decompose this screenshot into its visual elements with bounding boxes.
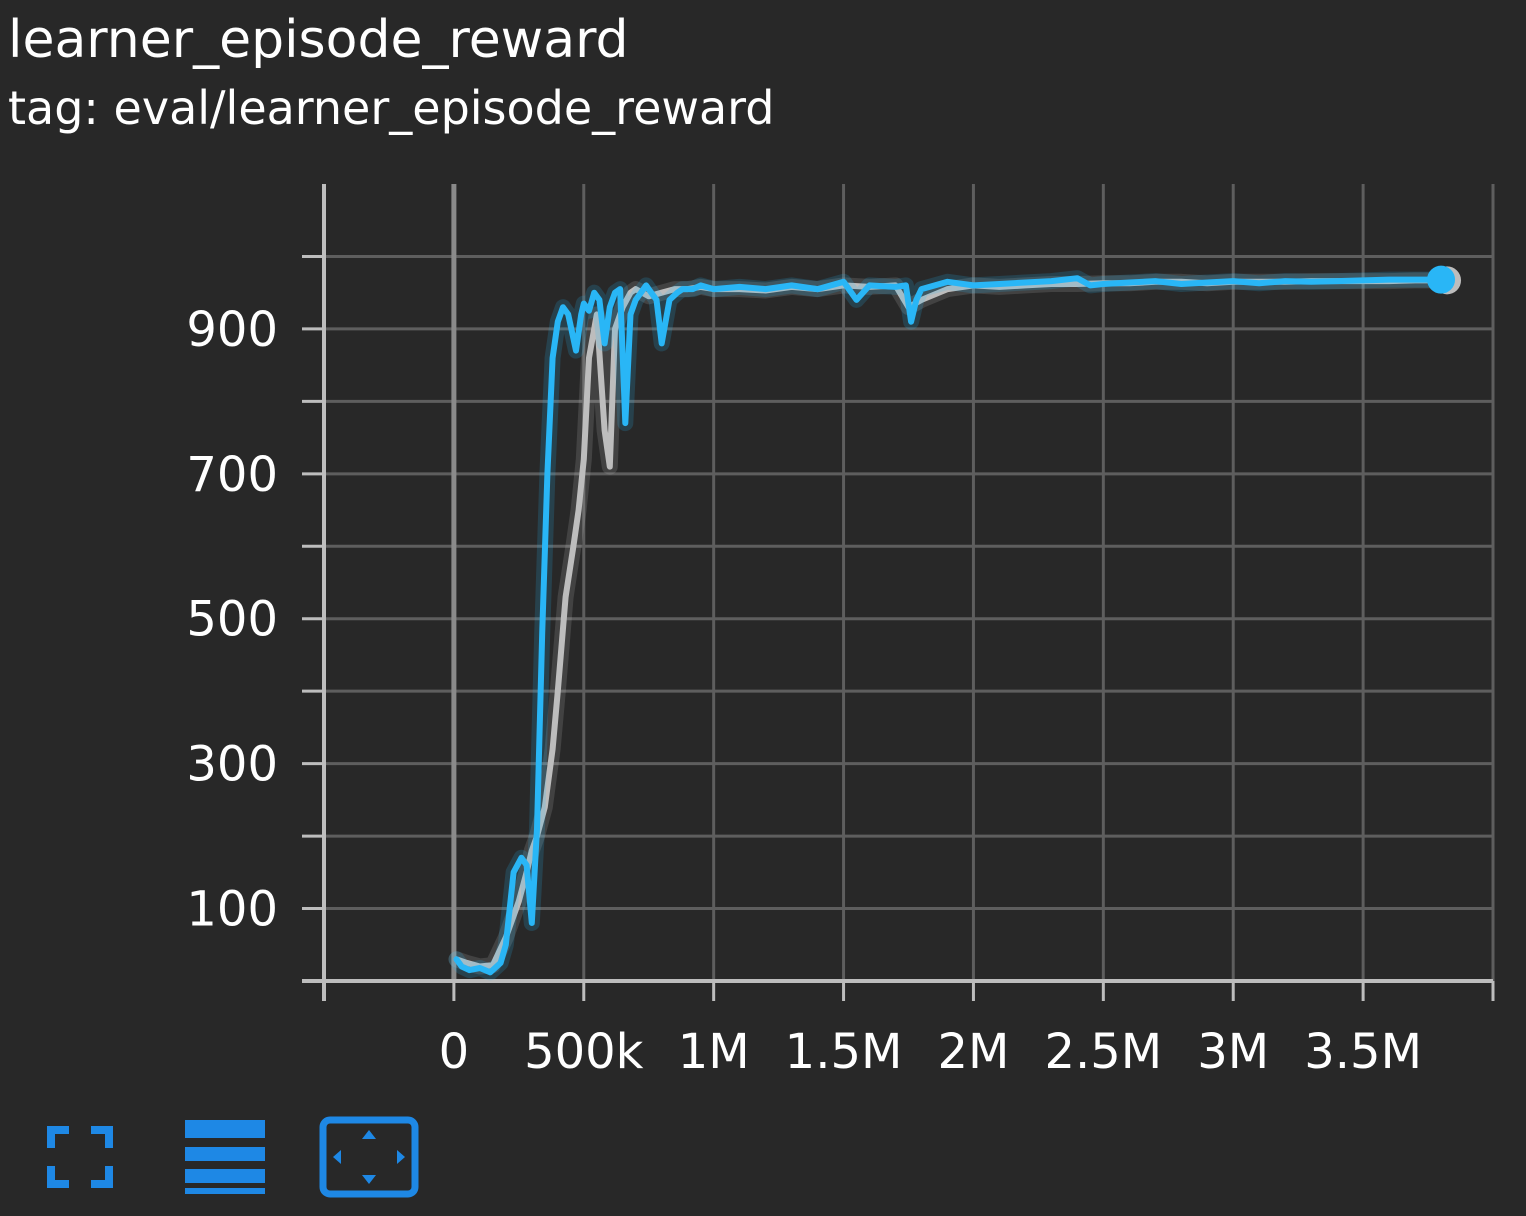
x-tick-label: 1M: [678, 1024, 750, 1080]
y-tick-label: 700: [186, 447, 278, 503]
axis-layer: [302, 184, 1495, 1001]
y-tick-label: 100: [186, 882, 278, 938]
x-tick-label: 1.5M: [785, 1024, 903, 1080]
grid-layer: [322, 184, 1495, 981]
toggle-legend-icon: [185, 1120, 265, 1194]
card-subtitle: tag: eval/learner_episode_reward: [8, 81, 775, 135]
x-tick-label: 3M: [1197, 1024, 1269, 1080]
x-tick-label: 2.5M: [1044, 1024, 1162, 1080]
y-tick-label: 300: [186, 737, 278, 793]
fit-domain-button[interactable]: [318, 1112, 420, 1202]
series-line: [453, 277, 1444, 970]
toggle-legend-button[interactable]: [180, 1112, 270, 1202]
line-chart[interactable]: 100 300 500 700 900 0 500k 1M 1.5M 2M 2.5M 3M 3.5M: [0, 0, 1526, 1100]
fullscreen-button[interactable]: [40, 1112, 120, 1202]
x-tick-label: 0: [439, 1024, 470, 1080]
fullscreen-icon: [47, 1126, 113, 1188]
series-layer: [448, 265, 1462, 981]
y-tick-label: 500: [186, 592, 278, 648]
series-end-marker: [1427, 265, 1456, 294]
x-tick-label: 3.5M: [1304, 1024, 1422, 1080]
x-tick-label: 2M: [937, 1024, 1009, 1080]
fit-domain-icon: [319, 1116, 419, 1198]
tick-label-layer: 100 300 500 700 900 0 500k 1M 1.5M 2M 2.5M 3M 3.5M: [186, 302, 1422, 1080]
x-tick-label: 500k: [524, 1024, 644, 1080]
card-title: learner_episode_reward: [8, 10, 629, 70]
y-tick-label: 900: [186, 302, 278, 358]
series-line: [453, 275, 1444, 976]
